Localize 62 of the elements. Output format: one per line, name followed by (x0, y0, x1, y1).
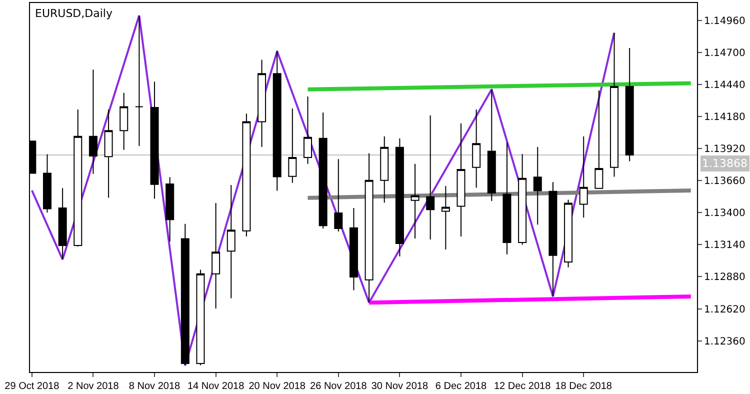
x-tick-label: 20 Nov 2018 (248, 381, 306, 392)
x-tick-label: 8 Nov 2018 (128, 381, 181, 392)
candlestick (487, 88, 496, 202)
x-tick-label: 26 Nov 2018 (310, 381, 368, 392)
candlestick (364, 152, 374, 303)
candlestick (334, 158, 343, 232)
candlestick (625, 47, 634, 162)
candlestick (196, 269, 205, 366)
candlestick (426, 114, 435, 240)
x-tick-label: 12 Dec 2018 (494, 381, 552, 392)
candlestick (502, 142, 512, 255)
y-tick-label: 1.12880 (704, 272, 746, 284)
x-tick-label: 30 Nov 2018 (371, 381, 428, 392)
y-tick-label: 1.13660 (704, 176, 746, 188)
candlestick (272, 50, 282, 192)
candlestick (104, 108, 113, 198)
candlestick (380, 136, 389, 204)
candlestick (594, 90, 604, 189)
candlestick (441, 186, 450, 250)
candlestick (410, 163, 420, 240)
y-tick-label: 1.12620 (704, 304, 746, 316)
y-tick-label: 1.12360 (704, 336, 746, 348)
candlestick (456, 122, 466, 238)
y-tick-label: 1.13140 (704, 240, 746, 252)
candlestick (88, 69, 98, 174)
candlestick (42, 154, 52, 214)
y-tick-label: 1.14440 (704, 80, 746, 91)
candlestick (226, 184, 236, 299)
candlestick (548, 182, 558, 297)
candlestick (579, 136, 588, 218)
chart-title: EURUSD,Daily (35, 7, 113, 20)
candlestick (258, 59, 266, 148)
candlestick (134, 15, 144, 146)
candlestick (212, 202, 220, 310)
y-tick-label: 1.13400 (704, 208, 746, 220)
candlestick (610, 32, 618, 178)
candlestick (150, 81, 159, 200)
candlestick (166, 176, 174, 242)
x-tick-label: 14 Nov 2018 (187, 381, 245, 392)
candlestick (395, 138, 404, 257)
candlestick (349, 207, 358, 291)
candlestick (120, 92, 128, 150)
ref-line-label: 1.13868 (702, 157, 748, 170)
candlestick (180, 223, 190, 366)
x-tick-label: 6 Dec 2018 (435, 381, 488, 392)
y-tick-label: 1.13920 (704, 144, 746, 156)
y-tick-label: 1.14700 (704, 48, 746, 59)
x-tick-label: 29 Oct 2018 (4, 381, 60, 392)
candlestick (518, 153, 527, 246)
candlestick (74, 108, 82, 248)
y-tick-label: 1.14180 (704, 112, 746, 124)
x-tick-label: 2 Nov 2018 (68, 381, 120, 392)
y-tick-label: 1.14960 (704, 16, 746, 27)
candlestick (242, 113, 251, 238)
candlestick (288, 108, 297, 184)
candlestick (318, 112, 328, 230)
candlestick (58, 188, 67, 260)
x-tick-label: 18 Dec 2018 (555, 381, 612, 392)
candlestick (564, 199, 573, 268)
candlestick (472, 108, 481, 188)
candlestick (304, 96, 312, 164)
candlestick (533, 146, 542, 226)
